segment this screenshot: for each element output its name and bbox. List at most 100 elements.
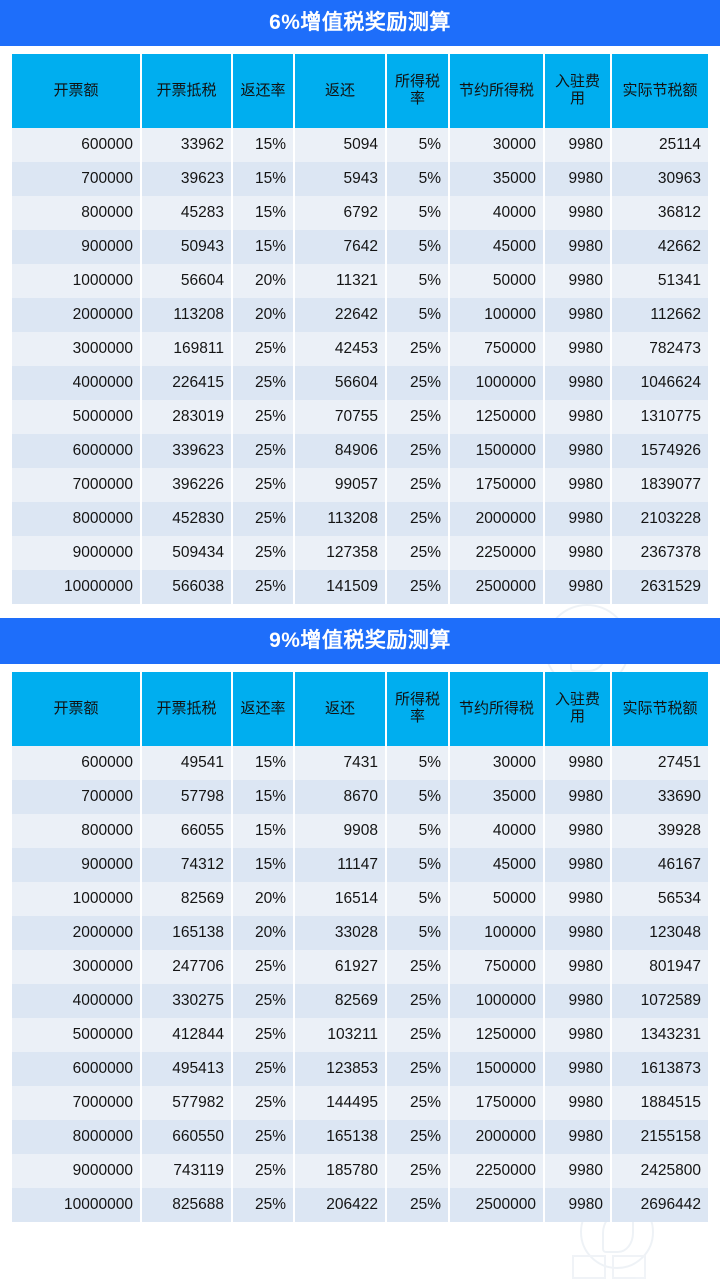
column-header-invoice-tax: 开票抵税 — [142, 672, 233, 746]
table-cell: 8000000 — [12, 1120, 142, 1154]
table-row: 9000000 509434 25% 127358 25% 2250000 9980 2367… — [12, 536, 708, 570]
table-cell: 5000000 — [12, 1018, 142, 1052]
table-cell: 56604 — [142, 264, 233, 298]
table-cell: 40000 — [450, 196, 545, 230]
table-cell: 35000 — [450, 162, 545, 196]
table-cell: 30000 — [450, 128, 545, 162]
table-cell: 2000000 — [450, 502, 545, 536]
table-cell: 51341 — [612, 264, 708, 298]
table-cell: 25% — [387, 434, 450, 468]
section-vat-6: 6%增值税奖励测算 开票额 开票抵税 返还率 返还 所得税率 节约所得税 入驻费… — [0, 0, 720, 604]
table-cell: 1884515 — [612, 1086, 708, 1120]
table-header-row: 开票额 开票抵税 返还率 返还 所得税率 节约所得税 入驻费用 实际节税额 — [12, 672, 708, 746]
table-cell: 1500000 — [450, 434, 545, 468]
table-cell: 25% — [387, 570, 450, 604]
table-cell: 25% — [233, 1188, 295, 1222]
table-cell: 700000 — [12, 780, 142, 814]
table-cell: 5% — [387, 128, 450, 162]
column-header-actual-savings: 实际节税额 — [612, 672, 708, 746]
table-cell: 5094 — [295, 128, 387, 162]
table-cell: 27451 — [612, 746, 708, 780]
table-cell: 33962 — [142, 128, 233, 162]
table-cell: 7000000 — [12, 468, 142, 502]
table-wrap-vat-9: 开票额 开票抵税 返还率 返还 所得税率 节约所得税 入驻费用 实际节税额 60… — [0, 664, 720, 1222]
table-cell: 1750000 — [450, 1086, 545, 1120]
table-cell: 9980 — [545, 984, 612, 1018]
table-cell: 25% — [233, 332, 295, 366]
table-cell: 11321 — [295, 264, 387, 298]
table-cell: 9980 — [545, 848, 612, 882]
table-cell: 1046624 — [612, 366, 708, 400]
column-header-invoice-amount: 开票额 — [12, 672, 142, 746]
table-cell: 5% — [387, 264, 450, 298]
table-cell: 25% — [233, 536, 295, 570]
table-cell: 800000 — [12, 196, 142, 230]
table-cell: 566038 — [142, 570, 233, 604]
table-cell: 25% — [387, 1086, 450, 1120]
table-cell: 825688 — [142, 1188, 233, 1222]
table-cell: 9980 — [545, 434, 612, 468]
table-cell: 25% — [233, 366, 295, 400]
table-cell: 20% — [233, 264, 295, 298]
table-cell: 1250000 — [450, 400, 545, 434]
table-cell: 1839077 — [612, 468, 708, 502]
table-cell: 9980 — [545, 1018, 612, 1052]
table-cell: 9980 — [545, 1052, 612, 1086]
table-cell: 9980 — [545, 400, 612, 434]
table-cell: 20% — [233, 916, 295, 950]
table-cell: 1343231 — [612, 1018, 708, 1052]
table-cell: 2425800 — [612, 1154, 708, 1188]
table-cell: 9980 — [545, 128, 612, 162]
table-cell: 84906 — [295, 434, 387, 468]
table-cell: 123048 — [612, 916, 708, 950]
table-cell: 1072589 — [612, 984, 708, 1018]
table-cell: 113208 — [142, 298, 233, 332]
column-header-entry-fee: 入驻费用 — [545, 672, 612, 746]
column-header-entry-fee: 入驻费用 — [545, 54, 612, 128]
table-cell: 9908 — [295, 814, 387, 848]
table-cell: 509434 — [142, 536, 233, 570]
section-title-vat-6: 6%增值税奖励测算 — [0, 0, 720, 46]
table-cell: 452830 — [142, 502, 233, 536]
column-header-invoice-amount: 开票额 — [12, 54, 142, 128]
table-cell: 4000000 — [12, 984, 142, 1018]
table-cell: 9980 — [545, 1188, 612, 1222]
table-cell: 1613873 — [612, 1052, 708, 1086]
table-cell: 25% — [233, 502, 295, 536]
table-row: 1000000 56604 20% 11321 5% 50000 9980 51341 — [12, 264, 708, 298]
table-cell: 5% — [387, 230, 450, 264]
table-cell: 112662 — [612, 298, 708, 332]
table-cell: 25% — [233, 1086, 295, 1120]
table-cell: 50943 — [142, 230, 233, 264]
table-cell: 9980 — [545, 468, 612, 502]
table-cell: 782473 — [612, 332, 708, 366]
table-cell: 5% — [387, 196, 450, 230]
table-cell: 25% — [233, 400, 295, 434]
table-cell: 577982 — [142, 1086, 233, 1120]
table-row: 7000000 396226 25% 99057 25% 1750000 9980 18390… — [12, 468, 708, 502]
table-cell: 42662 — [612, 230, 708, 264]
table-cell: 9000000 — [12, 536, 142, 570]
table-cell: 25% — [233, 1120, 295, 1154]
table-cell: 9980 — [545, 1120, 612, 1154]
calc-table-vat-9: 开票额 开票抵税 返还率 返还 所得税率 节约所得税 入驻费用 实际节税额 60… — [12, 672, 708, 1222]
table-cell: 750000 — [450, 950, 545, 984]
table-cell: 9980 — [545, 882, 612, 916]
column-header-income-tax-rate: 所得税率 — [387, 672, 450, 746]
table-cell: 800000 — [12, 814, 142, 848]
table-cell: 2250000 — [450, 536, 545, 570]
table-cell: 56534 — [612, 882, 708, 916]
table-cell: 700000 — [12, 162, 142, 196]
table-cell: 50000 — [450, 264, 545, 298]
table-row: 1000000 82569 20% 16514 5% 50000 9980 56534 — [12, 882, 708, 916]
table-cell: 113208 — [295, 502, 387, 536]
table-cell: 9980 — [545, 502, 612, 536]
table-cell: 2155158 — [612, 1120, 708, 1154]
table-cell: 6000000 — [12, 1052, 142, 1086]
table-cell: 7431 — [295, 746, 387, 780]
table-cell: 45283 — [142, 196, 233, 230]
table-cell: 36812 — [612, 196, 708, 230]
table-cell: 5% — [387, 746, 450, 780]
table-row: 5000000 283019 25% 70755 25% 1250000 9980 13107… — [12, 400, 708, 434]
